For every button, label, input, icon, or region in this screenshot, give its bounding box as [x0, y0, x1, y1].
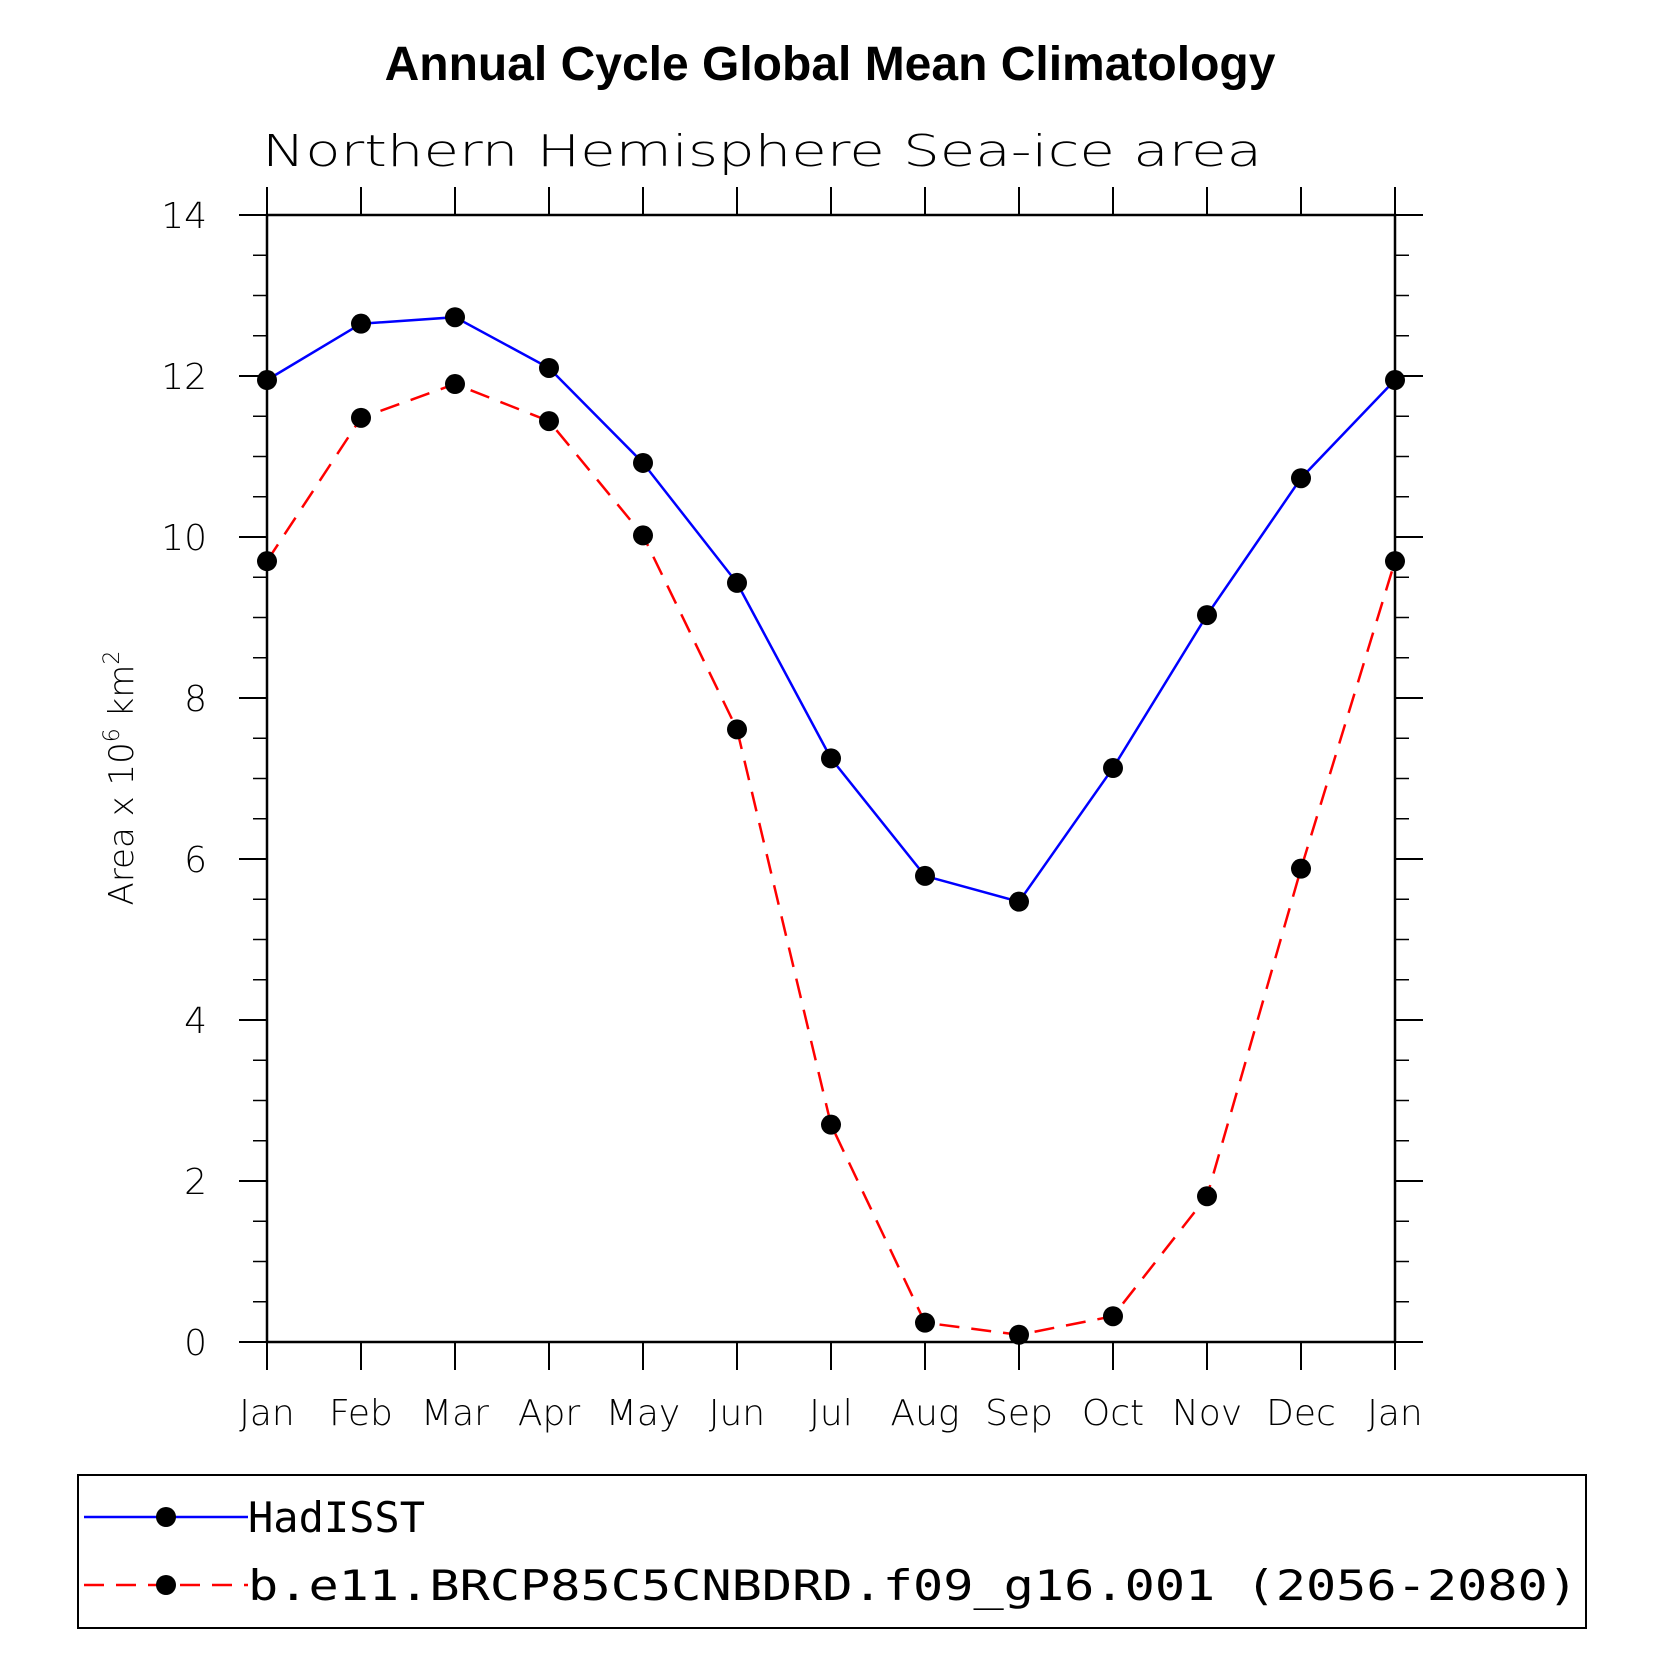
data-point: [257, 551, 277, 572]
data-point: [1009, 891, 1029, 912]
series-0: [257, 307, 1405, 912]
y-tick-label: 0: [184, 1323, 207, 1364]
x-tick-label: Sep: [985, 1393, 1053, 1434]
series-layer: [257, 307, 1405, 1345]
series-1: [257, 374, 1405, 1345]
data-point: [727, 719, 747, 740]
data-point: [821, 748, 841, 769]
data-point: [1385, 551, 1405, 572]
y-tick-label: 14: [161, 196, 207, 237]
y-axis-label-base: Area x 10: [102, 742, 142, 905]
data-point: [351, 313, 371, 334]
legend-item-0: HadISST: [84, 1493, 425, 1542]
data-point: [1197, 1186, 1217, 1207]
y-tick-label: 6: [184, 840, 207, 881]
legend-box: [77, 1474, 1587, 1629]
x-tick-label: Jun: [709, 1393, 765, 1434]
x-tick-label: Aug: [890, 1393, 959, 1434]
data-point: [351, 407, 371, 428]
data-point: [1291, 468, 1311, 489]
data-point: [1103, 758, 1123, 779]
chart-subtitle: Northern Hemisphere Sea-ice area: [262, 126, 1262, 177]
data-point: [633, 452, 653, 473]
legend-label-1: b.e11.BRCP85C5CNBDRD.f09_g16.001 (2056-2…: [248, 1561, 1578, 1610]
x-tick-label: May: [606, 1393, 680, 1434]
y-tick-label: 8: [184, 679, 207, 720]
data-point: [1385, 370, 1405, 391]
x-tick-label: Mar: [421, 1393, 489, 1434]
data-point: [1103, 1306, 1123, 1327]
y-axis-label: Area x 106 km2: [100, 651, 142, 906]
data-point: [445, 374, 465, 395]
data-point: [1197, 605, 1217, 626]
data-point: [539, 411, 559, 432]
legend-label-0: HadISST: [248, 1493, 425, 1542]
chart-title: Annual Cycle Global Mean Climatology: [385, 38, 1276, 91]
y-tick-label: 2: [184, 1162, 207, 1203]
data-point: [257, 370, 277, 391]
data-point: [821, 1114, 841, 1135]
data-point: [445, 307, 465, 328]
x-tick-label: Apr: [518, 1393, 580, 1434]
y-tick-label: 10: [161, 518, 207, 559]
legend-item-1: b.e11.BRCP85C5CNBDRD.f09_g16.001 (2056-2…: [84, 1561, 1578, 1610]
plot-frame: [265, 213, 1397, 1344]
legend-marker-0: [156, 1507, 176, 1527]
legend: HadISST b.e11.BRCP85C5CNBDRD.f09_g16.001…: [77, 1474, 1587, 1629]
series-line-0: [266, 315, 1396, 904]
x-tick-label: Jan: [1367, 1393, 1423, 1434]
x-tick-label: Dec: [1266, 1393, 1336, 1434]
data-point: [915, 1312, 935, 1333]
legend-marker-1: [156, 1575, 176, 1595]
data-point: [539, 357, 559, 378]
x-tick-label: Oct: [1082, 1393, 1144, 1434]
axes: 0 2 4 6 8 10 12 14 Jan Feb Mar Apr May Jun Jul Aug Sep Oc…: [161, 187, 1423, 1434]
x-tick-label: Jul: [809, 1393, 852, 1434]
x-tick-label: Nov: [1172, 1393, 1242, 1434]
x-tick-label: Feb: [329, 1393, 393, 1434]
y-tick-label: 12: [161, 357, 207, 398]
y-tick-label: 4: [184, 1001, 207, 1042]
data-point: [1009, 1324, 1029, 1345]
series-line-1: [265, 382, 1397, 1337]
y-axis-label-unit: km: [102, 665, 142, 729]
data-point: [1291, 858, 1311, 879]
data-point: [633, 525, 653, 546]
y-axis-label-exp2: 2: [100, 651, 125, 665]
data-point: [727, 572, 747, 593]
data-point: [915, 865, 935, 886]
x-tick-label: Jan: [239, 1393, 295, 1434]
y-axis-label-exp1: 6: [100, 728, 125, 742]
